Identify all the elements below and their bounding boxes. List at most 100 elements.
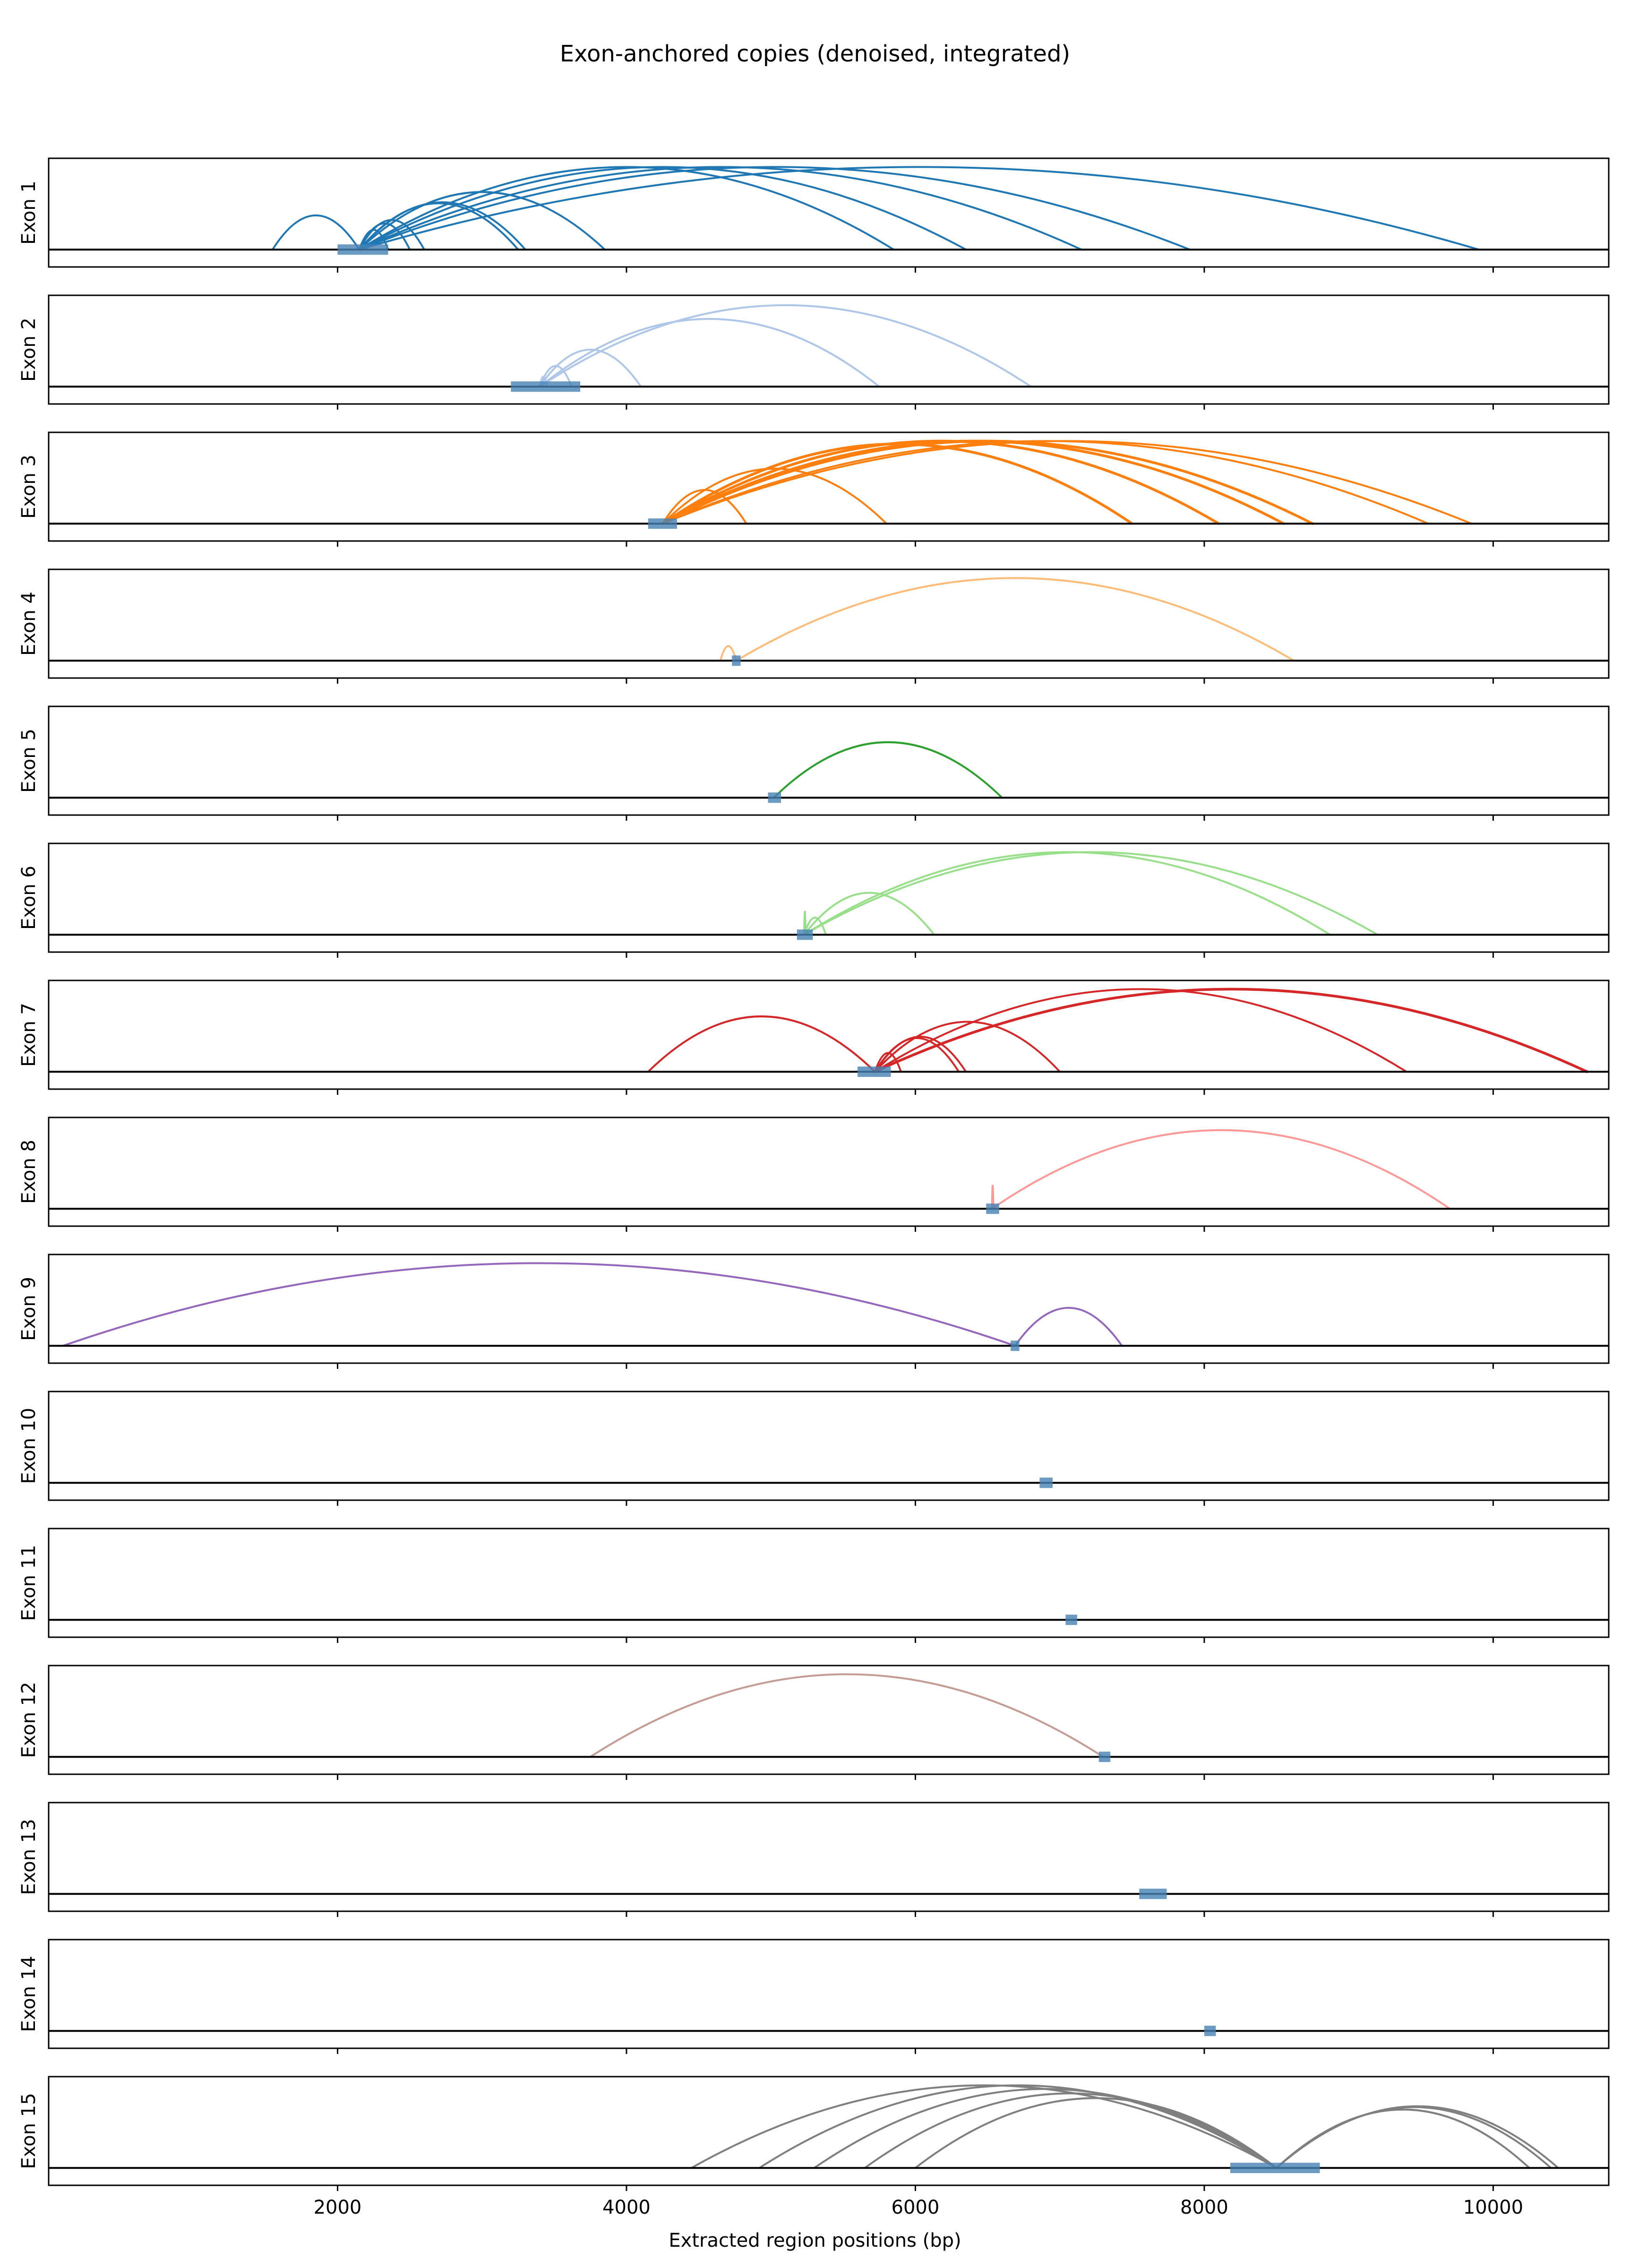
exon-label: Exon 4 [18, 592, 40, 656]
anchor-exon-box [732, 655, 741, 666]
exon-label: Exon 14 [18, 1956, 40, 2032]
copy-arc [1014, 1307, 1123, 1347]
exon-panel: Exon 12 [18, 1665, 1610, 1780]
copy-arc [803, 917, 827, 936]
panel-frame [48, 1391, 1610, 1501]
anchor-exon-box [797, 929, 813, 940]
copy-arc [864, 2092, 1278, 2169]
copy-arc [813, 2088, 1278, 2169]
copy-arc [62, 1262, 1016, 1347]
exon-label: Exon 3 [18, 455, 40, 519]
copy-arc [991, 1129, 1451, 1210]
exon-label: Exon 8 [18, 1140, 40, 1204]
exon-label: Exon 9 [18, 1277, 40, 1341]
panel-frame [48, 842, 1610, 953]
copy-arc [358, 166, 1191, 251]
exon-panel: Exon 11 [18, 1528, 1610, 1643]
anchor-exon-box [1230, 2163, 1320, 2174]
exon-label: Exon 10 [18, 1408, 40, 1484]
panel-frame [48, 2076, 1610, 2186]
anchor-exon-box [1039, 1478, 1053, 1488]
anchor-exon-box [1098, 1752, 1111, 1762]
panel-frame [48, 1939, 1610, 2049]
anchor-exon-box [1139, 1889, 1167, 1899]
copy-arc [772, 741, 1003, 799]
exon-label: Exon 2 [18, 318, 40, 382]
copy-arc [358, 166, 967, 251]
copy-arc [758, 2084, 1278, 2169]
copy-arc [647, 1015, 876, 1073]
exon-panel: Exon 5 [18, 705, 1610, 821]
panel-frame [48, 1254, 1610, 1364]
copy-arc [539, 318, 881, 388]
copy-arc [358, 166, 1083, 251]
x-tick-label: 10000 [1463, 2197, 1523, 2218]
exon-label: Exon 5 [18, 729, 40, 793]
panel-frame [48, 1117, 1610, 1227]
exon-panel: Exon 6 [18, 842, 1610, 958]
exon-label: Exon 6 [18, 866, 40, 930]
anchor-exon-box [986, 1203, 999, 1214]
copy-arc [589, 1673, 1104, 1758]
anchor-exon-box [768, 792, 781, 803]
exon-panel: Exon 1 [18, 157, 1610, 273]
panel-frame [48, 705, 1610, 816]
exon-label: Exon 13 [18, 1819, 40, 1895]
exon-panel: Exon 2 [18, 294, 1610, 410]
copy-arc [914, 2097, 1278, 2169]
exon-label: Exon 15 [18, 2093, 40, 2169]
copy-arc [803, 911, 807, 936]
exon-panel: Exon 4 [18, 568, 1610, 684]
x-tick-label: 8000 [1180, 2197, 1228, 2218]
copy-arc [661, 468, 888, 525]
exon-panel: Exon 13 [18, 1802, 1610, 1917]
exon-panel: Exon 3 [18, 431, 1610, 547]
copy-arc [661, 439, 1314, 525]
copy-arc [690, 2084, 1278, 2169]
copy-arc [1275, 2105, 1559, 2169]
anchor-exon-box [648, 518, 677, 529]
panel-frame [48, 1528, 1610, 1638]
panel-frame [48, 568, 1610, 679]
copy-arc [874, 1036, 967, 1073]
copy-arc [803, 892, 935, 936]
panel-frame [48, 431, 1610, 542]
exon-label: Exon 11 [18, 1545, 40, 1621]
panel-frame [48, 1665, 1610, 1775]
exon-label: Exon 1 [18, 180, 40, 245]
copy-arc [661, 440, 1473, 525]
copy-arc [874, 988, 1588, 1073]
copy-arc [358, 166, 1480, 251]
copy-arc [271, 214, 360, 251]
exon-panel: Exon 15 [18, 2076, 1610, 2191]
exon-panel: Exon 10 [18, 1391, 1610, 1506]
exon-panels: Exon 1 Exon 2 Exon 3 Exon 4 Exon 5 Exon 6 Exon… [18, 157, 1610, 2218]
panel-frame [48, 1802, 1610, 1912]
exon-label: Exon 7 [18, 1003, 40, 1067]
exon-label: Exon 12 [18, 1682, 40, 1758]
copy-arc [803, 851, 1379, 936]
anchor-exon-box [858, 1066, 891, 1077]
x-tick-label: 4000 [602, 2197, 651, 2218]
copy-arc [874, 1021, 1061, 1073]
copy-arc [539, 304, 1032, 388]
x-tick-label: 6000 [892, 2197, 940, 2218]
chart-title: Exon-anchored copies (denoised, integrat… [560, 41, 1070, 67]
copy-arc [719, 645, 738, 662]
anchor-exon-box [1011, 1340, 1020, 1351]
anchor-exon-box [1065, 1615, 1077, 1625]
exon-panel: Exon 8 [18, 1117, 1610, 1232]
anchor-exon-box [337, 244, 388, 255]
copy-arc [874, 988, 1407, 1073]
copy-arc [735, 577, 1295, 662]
exon-panel: Exon 7 [18, 979, 1610, 1095]
copy-arc [358, 166, 895, 251]
anchor-exon-box [1204, 2026, 1216, 2036]
panel-frame [48, 294, 1610, 405]
exon-panel: Exon 14 [18, 1939, 1610, 2054]
anchor-exon-box [511, 381, 581, 392]
copy-arc [358, 201, 526, 251]
copy-arc [539, 349, 642, 388]
x-axis-label: Extracted region positions (bp) [669, 2230, 961, 2251]
